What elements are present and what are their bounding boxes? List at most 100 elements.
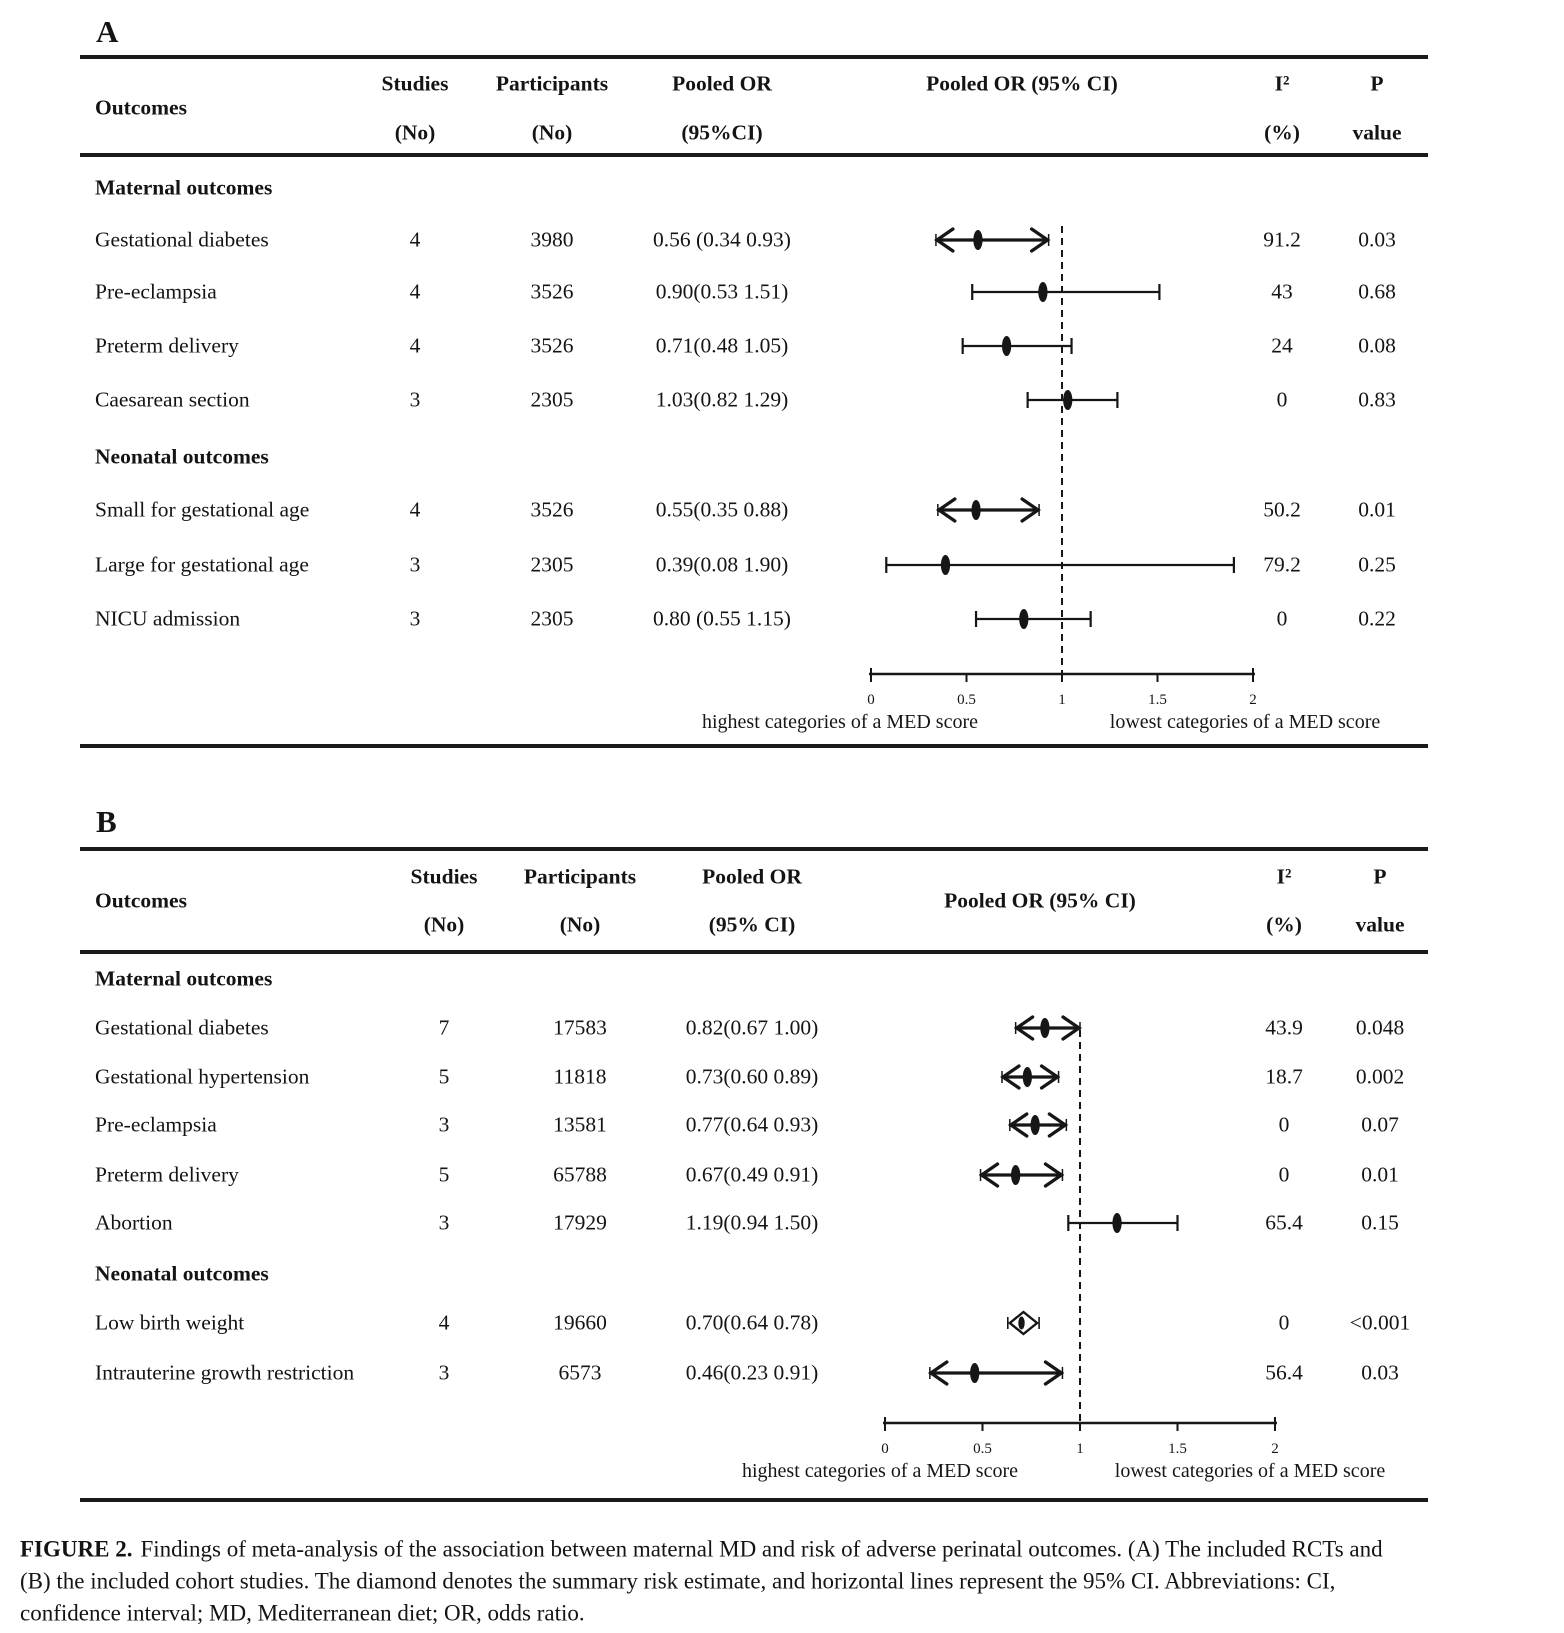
x-axis-tick-label: 0 [881,1441,889,1457]
forest-row-intrauterine-growth-restriction [927,1360,1065,1386]
x-axis-tick-label: 1 [1076,1441,1084,1457]
x-axis-tick-label: 1 [1058,692,1066,708]
panel-a-col-header-studies-no: (No) [394,120,436,145]
figure-caption-line-2: (B) the included cohort studies. The dia… [20,1568,1336,1594]
i-squared-cell: 0 [1278,1112,1290,1137]
outcome-cell: Gestational diabetes [95,227,269,252]
pooled-or-cell: 0.56 (0.34 0.93) [653,227,791,252]
panel-b-col-header-i2-pct: (%) [1266,912,1302,937]
studies-cell: 3 [409,387,421,412]
p-value-cell: 0.68 [1358,279,1396,304]
section-header: Maternal outcomes [95,966,273,991]
ci-arrowhead-left [978,1162,1000,1188]
studies-cell: 4 [409,227,421,252]
outcome-cell: Intrauterine growth restriction [95,1360,355,1385]
x-axis-tick-label: 1.5 [1148,692,1167,708]
forest-row-low-birth-weight [1006,1310,1040,1336]
i-squared-cell: 50.2 [1263,497,1301,522]
forest-row-small-for-gestational-age [935,497,1041,523]
p-value-cell: 0.01 [1361,1162,1399,1187]
studies-cell: 5 [438,1162,450,1187]
section-header: Maternal outcomes [95,175,273,200]
axis-caption-left: highest categories of a MED score [742,1460,1018,1482]
ci-arrowhead-left [935,497,957,523]
panel-a-col-header-participants: Participants [495,71,609,96]
or-point-marker [1112,1213,1122,1233]
studies-cell: 4 [409,279,421,304]
ci-arrowhead-right [1043,1162,1065,1188]
pooled-or-cell: 0.71(0.48 1.05) [655,333,789,358]
forest-row-large-for-gestational-age [885,555,1236,575]
panel-a-col-header-studies: Studies [381,71,449,96]
panel-b-col-header-plot: Pooled OR (95% CI) [944,888,1136,913]
participants-cell: 3526 [530,279,574,304]
participants-cell: 65788 [553,1162,607,1187]
x-axis-tick-label: 2 [1271,1441,1279,1457]
participants-cell: 2305 [530,606,574,631]
outcome-cell: Preterm delivery [95,1162,239,1187]
pooled-or-cell: 0.46(0.23 0.91) [685,1360,819,1385]
forest-row-pre-eclampsia [1007,1112,1069,1138]
outcome-cell: Pre-eclampsia [95,279,217,304]
participants-cell: 17583 [553,1015,607,1040]
axis-caption-right: lowest categories of a MED score [1110,711,1381,733]
axis-caption-right: lowest categories of a MED score [1115,1460,1386,1482]
p-value-cell: <0.001 [1349,1310,1411,1335]
studies-cell: 3 [438,1112,450,1137]
pooled-or-cell: 0.39(0.08 1.90) [655,552,789,577]
panel-b-col-header-outcomes: Outcomes [95,888,187,913]
panel-a-col-header-pooled-ci: (95%CI) [681,120,763,145]
studies-cell: 7 [438,1015,450,1040]
studies-cell: 4 [438,1310,450,1335]
i-squared-cell: 18.7 [1265,1064,1303,1089]
participants-cell: 13581 [553,1112,607,1137]
figure-caption-line-3: confidence interval; MD, Mediterranean d… [20,1600,585,1626]
ci-arrowhead-right [1047,1112,1069,1138]
i-squared-cell: 43.9 [1265,1015,1303,1040]
participants-cell: 3526 [530,333,574,358]
studies-cell: 5 [438,1064,450,1089]
studies-cell: 4 [409,333,421,358]
axis-caption-left: highest categories of a MED score [702,711,978,733]
or-point-marker [940,555,951,575]
outcome-cell: NICU admission [95,606,241,631]
or-point-marker [970,1363,980,1383]
panel-a-header-rule [80,153,1428,157]
forest-row-nicu-admission [974,609,1092,629]
ci-arrowhead-right [1020,497,1041,523]
pooled-or-cell: 0.73(0.60 0.89) [685,1064,819,1089]
outcome-cell: Large for gestational age [95,552,309,577]
panel-b-col-header-pooled-or: Pooled OR [702,864,802,889]
x-axis-tick-label: 0.5 [957,692,976,708]
ci-arrowhead-right [1029,227,1051,253]
or-point-marker [1002,336,1012,356]
studies-cell: 3 [409,606,421,631]
i-squared-cell: 0 [1276,387,1288,412]
p-value-cell: 0.048 [1355,1015,1405,1040]
ci-arrowhead-right [1039,1064,1061,1090]
panel-b-col-header-studies: Studies [410,864,478,889]
studies-cell: 3 [438,1360,450,1385]
pooled-or-cell: 0.77(0.64 0.93) [685,1112,819,1137]
outcome-cell: Low birth weight [95,1310,245,1335]
pooled-or-cell: 0.55(0.35 0.88) [655,497,789,522]
panel-a-top-rule [80,55,1428,59]
studies-cell: 3 [409,552,421,577]
i-squared-cell: 56.4 [1265,1360,1303,1385]
panel-a-col-header-outcomes: Outcomes [95,95,187,120]
panel-b-col-header-participants: Participants [523,864,637,889]
ci-arrowhead-left [1013,1015,1035,1041]
p-value-cell: 0.03 [1361,1360,1399,1385]
outcome-cell: Small for gestational age [95,497,310,522]
ci-arrowhead-right [1061,1015,1082,1041]
forest-row-preterm-delivery [961,336,1073,356]
p-value-cell: 0.15 [1361,1210,1399,1235]
or-point-marker [1040,1018,1050,1038]
p-value-cell: 0.07 [1361,1112,1399,1137]
participants-cell: 3526 [530,497,574,522]
forest-row-gestational-diabetes [1013,1015,1082,1041]
panel-b-bottom-rule [80,1498,1428,1502]
panel-a-col-header-plot: Pooled OR (95% CI) [926,71,1118,96]
